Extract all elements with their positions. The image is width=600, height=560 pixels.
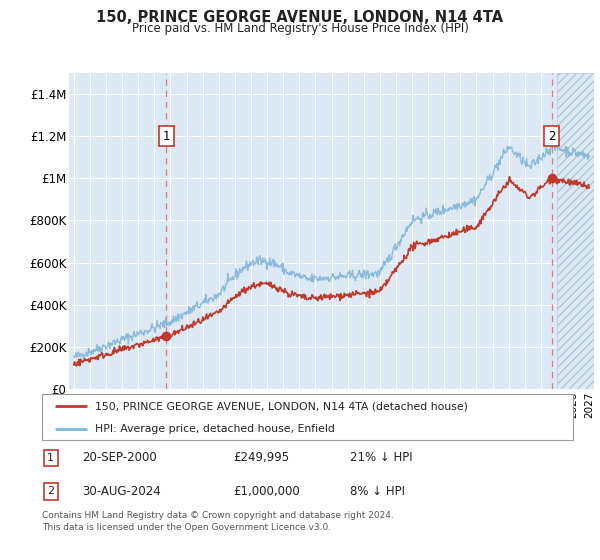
Text: £249,995: £249,995 bbox=[233, 451, 289, 464]
Text: 2: 2 bbox=[548, 129, 556, 143]
Text: Price paid vs. HM Land Registry's House Price Index (HPI): Price paid vs. HM Land Registry's House … bbox=[131, 22, 469, 35]
Text: 1: 1 bbox=[47, 453, 55, 463]
Text: 2: 2 bbox=[47, 486, 55, 496]
Text: 21% ↓ HPI: 21% ↓ HPI bbox=[350, 451, 413, 464]
Text: 20-SEP-2000: 20-SEP-2000 bbox=[82, 451, 157, 464]
Text: Contains HM Land Registry data © Crown copyright and database right 2024.
This d: Contains HM Land Registry data © Crown c… bbox=[42, 511, 394, 531]
Text: 150, PRINCE GEORGE AVENUE, LONDON, N14 4TA (detached house): 150, PRINCE GEORGE AVENUE, LONDON, N14 4… bbox=[95, 401, 468, 411]
Bar bbox=[557, 73, 594, 389]
Text: HPI: Average price, detached house, Enfield: HPI: Average price, detached house, Enfi… bbox=[95, 424, 335, 434]
Text: 30-AUG-2024: 30-AUG-2024 bbox=[82, 485, 161, 498]
Text: £1,000,000: £1,000,000 bbox=[233, 485, 300, 498]
Text: 8% ↓ HPI: 8% ↓ HPI bbox=[350, 485, 405, 498]
Text: 150, PRINCE GEORGE AVENUE, LONDON, N14 4TA: 150, PRINCE GEORGE AVENUE, LONDON, N14 4… bbox=[97, 10, 503, 25]
Text: 1: 1 bbox=[163, 129, 170, 143]
